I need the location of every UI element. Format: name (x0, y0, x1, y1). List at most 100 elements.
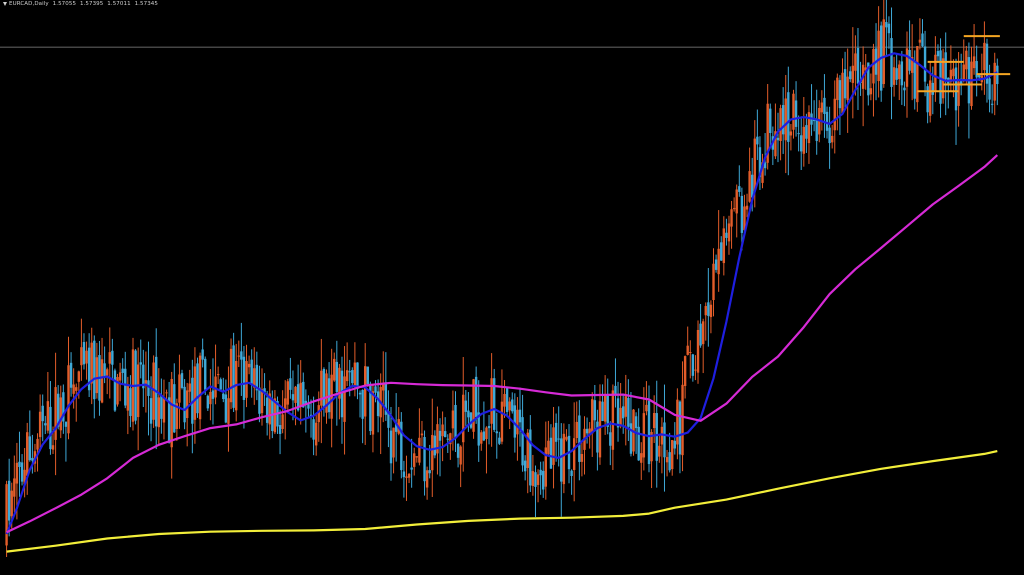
candle-body (209, 391, 212, 405)
candle-body (511, 399, 514, 412)
candle-body (116, 376, 119, 405)
candle-body (333, 358, 336, 381)
candle-body (18, 461, 21, 467)
candle-body (188, 383, 191, 392)
candle-body (26, 432, 29, 476)
candle-body (823, 97, 826, 114)
candle-body (552, 427, 555, 465)
candle-body (929, 80, 932, 116)
candle-body (603, 394, 607, 422)
candle-body (505, 387, 509, 413)
candle-body (356, 362, 359, 389)
candle-body (67, 365, 70, 434)
candle-body (72, 384, 75, 394)
candle-body (193, 366, 197, 420)
candle-body (748, 171, 751, 202)
candle-body (611, 390, 615, 450)
candle-body (650, 431, 653, 462)
candle-body (549, 437, 553, 469)
candle-body (601, 401, 604, 421)
candle-body (792, 93, 795, 130)
candle-body (949, 69, 953, 82)
candle-body (314, 422, 318, 446)
candle-body (10, 490, 13, 517)
candle-body (273, 398, 277, 433)
candle-body (364, 366, 367, 417)
candle-body (291, 394, 295, 401)
candle-body (467, 410, 470, 418)
candle-body (696, 329, 700, 373)
candle-body (730, 209, 733, 227)
candle-body (717, 248, 720, 275)
candle-body (38, 411, 42, 438)
candle-body (508, 401, 511, 411)
candle-body (286, 381, 289, 405)
dropdown-triangle-icon[interactable] (3, 1, 7, 6)
candle-body (46, 401, 50, 431)
candle-body (320, 370, 323, 406)
candle-body (317, 405, 320, 423)
candle-body (614, 385, 617, 395)
symbol-label: EURCAD,Daily (9, 1, 49, 7)
candle-body (358, 392, 362, 395)
candle-body (64, 421, 68, 427)
candle-body (335, 361, 339, 392)
candle-body (242, 356, 246, 400)
candle-body (856, 47, 860, 84)
candle-body (691, 354, 695, 376)
candle-body (211, 390, 215, 399)
candle-body (80, 347, 83, 366)
candle-body (513, 405, 517, 438)
candle-body (910, 56, 914, 73)
candle-body (668, 452, 671, 471)
candle-body (160, 394, 163, 419)
candle-body (766, 103, 769, 163)
candle-body (229, 348, 233, 403)
candle-body (913, 62, 916, 99)
candle-body (972, 56, 976, 69)
candle-body (216, 374, 220, 376)
candle-body (830, 135, 834, 143)
candle-body (838, 80, 842, 109)
candle-body (387, 411, 390, 428)
candle-body (725, 232, 728, 238)
candle-body (802, 126, 805, 154)
candle-body (327, 378, 331, 413)
high-value: 1.57395 (79, 1, 104, 7)
candle-body (521, 417, 524, 466)
candle-body (683, 356, 687, 387)
candle-body (428, 470, 431, 474)
candle-body (85, 350, 88, 364)
candle-body (343, 376, 346, 422)
candle-body (268, 393, 271, 425)
low-value: 1.57011 (107, 1, 131, 7)
candle-body (284, 398, 287, 410)
candle-body (5, 484, 8, 546)
candle-body (56, 393, 60, 427)
candle-body (740, 195, 744, 233)
candle-body (201, 349, 204, 360)
candle-body (136, 364, 140, 418)
candle-body (572, 438, 576, 470)
candle-body (745, 205, 749, 210)
candle-body (864, 67, 867, 71)
candle-body (787, 92, 790, 142)
candle-body (299, 382, 302, 406)
candle-body (405, 476, 408, 478)
candle-body (676, 399, 679, 445)
candle-body (890, 38, 893, 87)
candle-body (743, 206, 746, 231)
candle-body (196, 363, 199, 414)
candle-body (477, 412, 480, 446)
candle-body (118, 372, 122, 381)
candle-body (988, 78, 991, 100)
candle-body (869, 88, 873, 95)
candle-body (278, 425, 282, 434)
candle-body (707, 302, 710, 316)
candle-body (596, 421, 599, 453)
candle-body (952, 68, 955, 77)
candle-body (843, 69, 847, 99)
candle-body (438, 430, 442, 441)
